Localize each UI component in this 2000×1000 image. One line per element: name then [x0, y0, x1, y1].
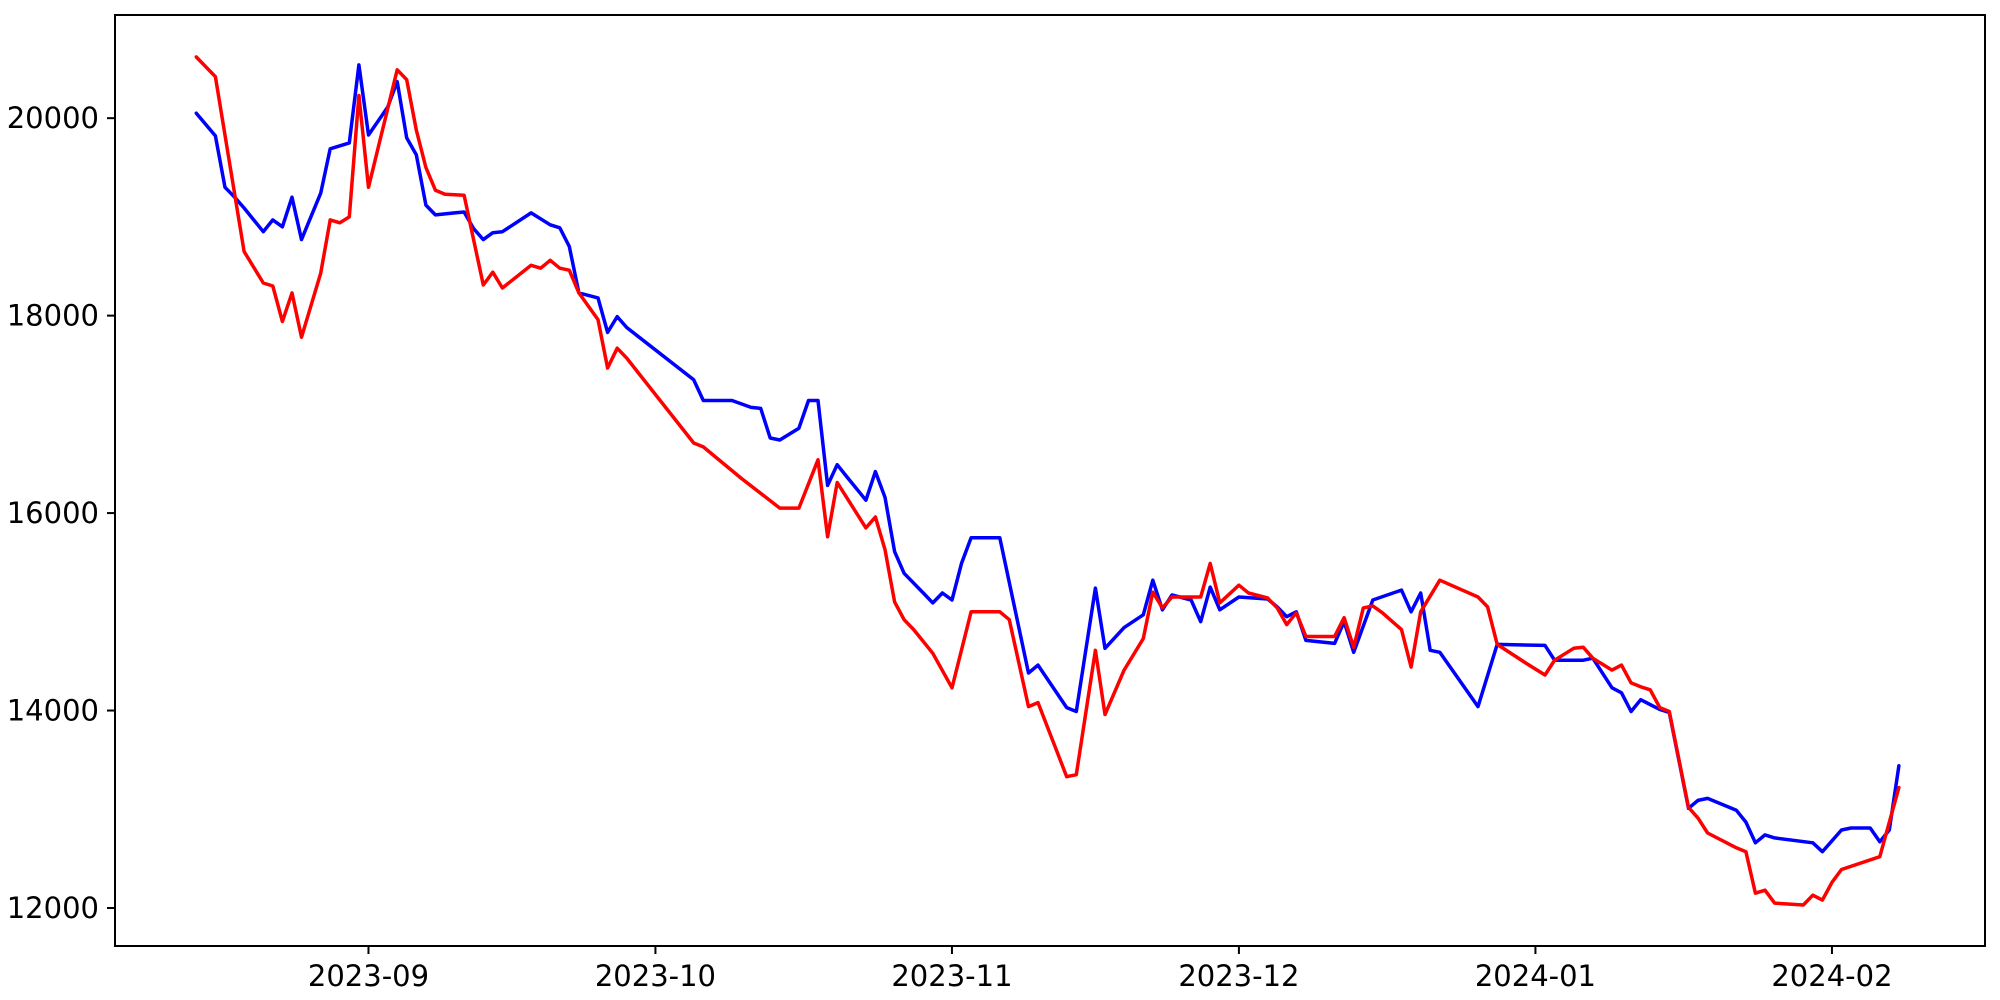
- x-axis-tick-label: 2023-12: [1178, 959, 1299, 993]
- plot-border: [114, 14, 1986, 947]
- series-lines: [194, 55, 1901, 907]
- x-axis-tick-label: 2024-01: [1475, 959, 1596, 993]
- axes-ticks: 2023-09 2023-10 2023-11 2023-12 2024-01 2024-…: [7, 101, 1893, 993]
- y-axis-tick-label: 20000: [7, 101, 99, 135]
- blue-series-line: [194, 63, 1901, 854]
- x-axis-tick-label: 2024-02: [1771, 959, 1892, 993]
- x-axis-tick-label: 2023-09: [308, 959, 429, 993]
- x-axis-tick-label: 2023-11: [891, 959, 1012, 993]
- y-axis-tick-label: 14000: [7, 694, 99, 728]
- y-axis-tick-label: 12000: [7, 891, 99, 925]
- y-axis-tick-label: 18000: [7, 299, 99, 333]
- x-axis-tick-label: 2023-10: [595, 959, 716, 993]
- red-series-line: [194, 55, 1901, 907]
- y-axis-tick-label: 16000: [7, 496, 99, 530]
